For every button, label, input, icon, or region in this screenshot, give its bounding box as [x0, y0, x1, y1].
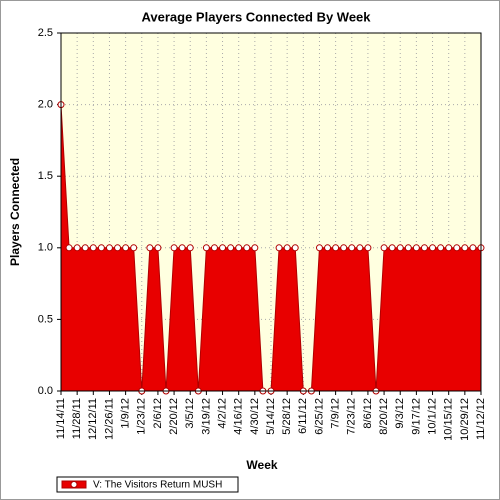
- marker: [73, 244, 81, 252]
- x-tick-label: 6/11/12: [297, 398, 309, 434]
- legend-marker: [70, 481, 78, 488]
- marker: [315, 244, 323, 252]
- x-tick-label: 2/6/12: [152, 398, 164, 429]
- y-tick-label: 1.5: [38, 170, 53, 182]
- x-tick-label: 8/20/12: [378, 398, 390, 435]
- marker: [420, 244, 428, 252]
- y-tick-label: 0.5: [38, 313, 53, 325]
- marker: [81, 244, 89, 252]
- marker: [396, 244, 404, 252]
- x-tick-label: 4/2/12: [216, 398, 228, 429]
- marker: [356, 244, 364, 252]
- marker: [170, 244, 178, 252]
- marker: [469, 244, 477, 252]
- marker: [65, 244, 73, 252]
- x-axis-label: Week: [246, 458, 277, 472]
- x-tick-label: 11/12/12: [475, 398, 487, 440]
- marker: [404, 244, 412, 252]
- x-tick-label: 5/28/12: [281, 398, 293, 435]
- marker: [219, 244, 227, 252]
- marker: [412, 244, 420, 252]
- marker: [348, 244, 356, 252]
- y-tick-label: 2.5: [38, 27, 53, 39]
- marker: [89, 244, 97, 252]
- marker: [332, 244, 340, 252]
- marker: [178, 244, 186, 252]
- marker: [437, 244, 445, 252]
- x-tick-label: 9/17/12: [410, 398, 422, 435]
- x-tick-label: 1/9/12: [120, 398, 132, 429]
- marker: [324, 244, 332, 252]
- chart-title: Average Players Connected By Week: [141, 9, 371, 24]
- x-tick-label: 9/3/12: [394, 398, 406, 429]
- marker: [429, 244, 437, 252]
- marker: [388, 244, 396, 252]
- legend-label: V: The Visitors Return MUSH: [93, 480, 222, 491]
- y-tick-label: 0.0: [38, 385, 53, 397]
- x-tick-label: 3/5/12: [184, 398, 196, 429]
- legend-box: [56, 476, 239, 493]
- marker: [146, 244, 154, 252]
- marker: [445, 244, 453, 252]
- marker: [453, 244, 461, 252]
- x-tick-label: 6/25/12: [313, 398, 325, 435]
- x-tick-label: 4/30/12: [249, 398, 261, 435]
- marker: [186, 244, 194, 252]
- x-tick-label: 3/19/12: [200, 398, 212, 435]
- x-tick-label: 1/23/12: [136, 398, 148, 435]
- marker: [364, 244, 372, 252]
- x-tick-label: 10/1/12: [426, 398, 438, 435]
- marker: [243, 244, 251, 252]
- marker: [283, 244, 291, 252]
- marker: [202, 244, 210, 252]
- y-tick-label: 2.0: [38, 99, 53, 111]
- y-tick-label: 1.0: [38, 242, 53, 254]
- x-tick-label: 7/9/12: [330, 398, 342, 429]
- x-tick-label: 4/16/12: [233, 398, 245, 435]
- x-tick-label: 11/14/11: [55, 398, 67, 439]
- marker: [291, 244, 299, 252]
- marker: [275, 244, 283, 252]
- marker: [340, 244, 348, 252]
- marker: [227, 244, 235, 252]
- area: [61, 104, 481, 391]
- x-tick-label: 11/28/11: [71, 398, 83, 439]
- marker: [210, 244, 218, 252]
- marker: [251, 244, 259, 252]
- x-tick-label: 7/23/12: [346, 398, 358, 435]
- x-tick-label: 5/14/12: [265, 398, 277, 435]
- x-tick-label: 12/26/11: [103, 398, 115, 440]
- x-tick-label: 2/20/12: [168, 398, 180, 435]
- marker: [114, 244, 122, 252]
- marker: [105, 244, 113, 252]
- x-tick-label: 12/12/11: [87, 398, 99, 440]
- marker: [130, 244, 138, 252]
- marker: [122, 244, 130, 252]
- x-tick-label: 10/15/12: [443, 398, 455, 441]
- marker: [97, 244, 105, 252]
- marker: [461, 244, 469, 252]
- marker: [380, 244, 388, 252]
- y-axis-label: Players Connected: [8, 158, 22, 266]
- x-tick-label: 8/6/12: [362, 398, 374, 429]
- plot-border: [60, 32, 482, 392]
- marker: [154, 244, 162, 252]
- marker: [235, 244, 243, 252]
- x-tick-label: 10/29/12: [459, 398, 471, 441]
